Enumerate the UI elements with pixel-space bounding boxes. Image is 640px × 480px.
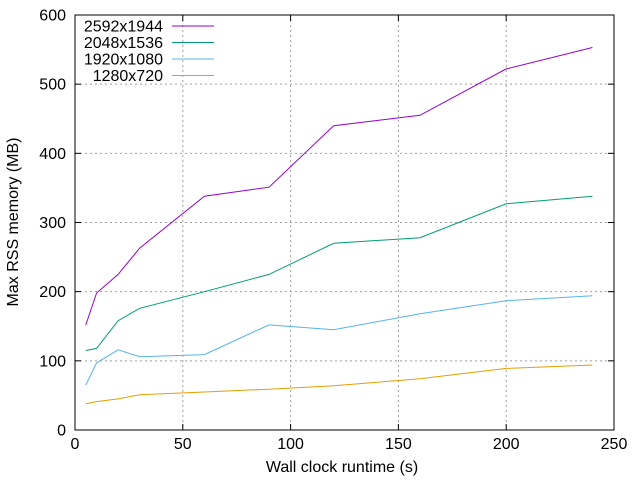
- x-axis-label: Wall clock runtime (s): [266, 459, 418, 476]
- x-tick-label: 150: [385, 436, 412, 453]
- y-tick-label: 200: [39, 284, 66, 301]
- legend-entry-label: 2048x1536: [84, 35, 163, 52]
- series-line-1920x1080: [85, 295, 593, 386]
- y-axis-label: Max RSS memory (MB): [5, 138, 22, 307]
- y-tick-label: 0: [57, 423, 66, 440]
- x-tick-label: 100: [277, 436, 304, 453]
- x-tick-label: 50: [174, 436, 192, 453]
- series-line-2048x1536: [85, 195, 593, 351]
- axis-ticks: 0 50 100 150 200 250 0 100 200 300 400 500 600: [39, 8, 627, 454]
- y-tick-label: 300: [39, 215, 66, 232]
- y-tick-label: 600: [39, 8, 66, 25]
- grid-lines: [75, 15, 614, 430]
- series-line-1280x720: [85, 364, 593, 405]
- x-tick-label: 250: [601, 436, 628, 453]
- x-tick-label: 0: [71, 436, 80, 453]
- legend-entry-label: 1920x1080: [84, 52, 163, 69]
- legend-entry-label: 1280x720: [93, 68, 163, 85]
- series-lines: [85, 47, 593, 405]
- legend-entry-label: 2592x1944: [84, 19, 163, 36]
- y-tick-label: 100: [39, 353, 66, 370]
- x-tick-label: 200: [493, 436, 520, 453]
- y-tick-label: 500: [39, 77, 66, 94]
- y-tick-label: 400: [39, 146, 66, 163]
- series-line-2592x1944: [85, 47, 593, 326]
